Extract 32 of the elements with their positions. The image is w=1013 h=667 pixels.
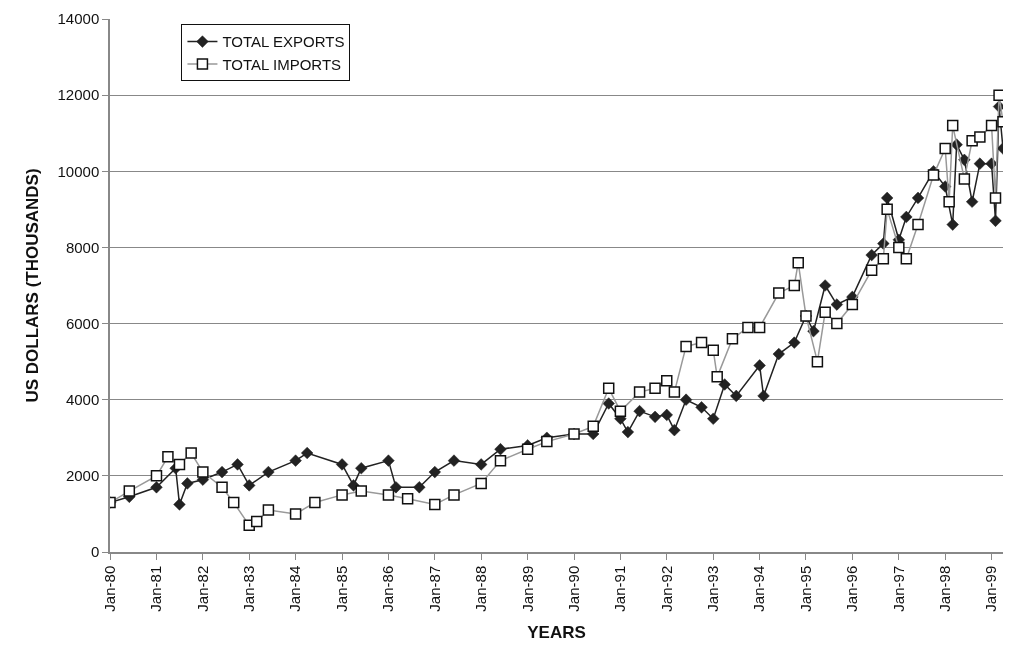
x-tick-label: Jan-80 [100, 565, 118, 612]
y-tick-label: 10000 [57, 162, 100, 180]
x-tick-label: Jan-81 [147, 565, 165, 612]
y-tick-label: 8000 [65, 238, 100, 256]
x-tick-label: Jan-84 [286, 565, 304, 612]
x-tick-label: Jan-96 [843, 565, 861, 612]
x-tick-label: Jan-98 [936, 565, 954, 612]
x-tick-label: Jan-93 [704, 565, 722, 612]
x-tick-label: Jan-95 [796, 565, 814, 612]
x-tick-label: Jan-87 [425, 565, 443, 612]
x-axis-title: YEARS [527, 622, 586, 642]
y-tick-label: 4000 [65, 390, 100, 408]
x-tick-label: Jan-82 [193, 565, 211, 612]
x-tick-label: Jan-92 [657, 565, 675, 612]
y-tick-label: 6000 [65, 314, 100, 332]
y-axis-title: US DOLLARS (THOUSANDS) [22, 168, 42, 403]
legend-label: TOTAL EXPORTS [222, 33, 345, 51]
x-tick-label: Jan-83 [240, 565, 258, 612]
x-tick-label: Jan-91 [611, 565, 629, 612]
x-tick-label: Jan-88 [472, 565, 490, 612]
x-tick-label: Jan-86 [379, 565, 397, 612]
x-tick-label: Jan-85 [332, 565, 350, 612]
x-tick-label: Jan-97 [889, 565, 907, 612]
y-tick-label: 14000 [57, 10, 100, 28]
y-tick-label: 2000 [65, 467, 100, 485]
y-tick-label: 12000 [57, 86, 100, 104]
y-tick-label: 0 [90, 543, 100, 561]
legend-label: TOTAL IMPORTS [222, 55, 342, 73]
x-tick-label: Jan-89 [518, 565, 536, 612]
x-tick-label: Jan-99 [982, 565, 1000, 612]
x-tick-label: Jan-94 [750, 565, 768, 612]
x-tick-label: Jan-90 [564, 565, 582, 612]
